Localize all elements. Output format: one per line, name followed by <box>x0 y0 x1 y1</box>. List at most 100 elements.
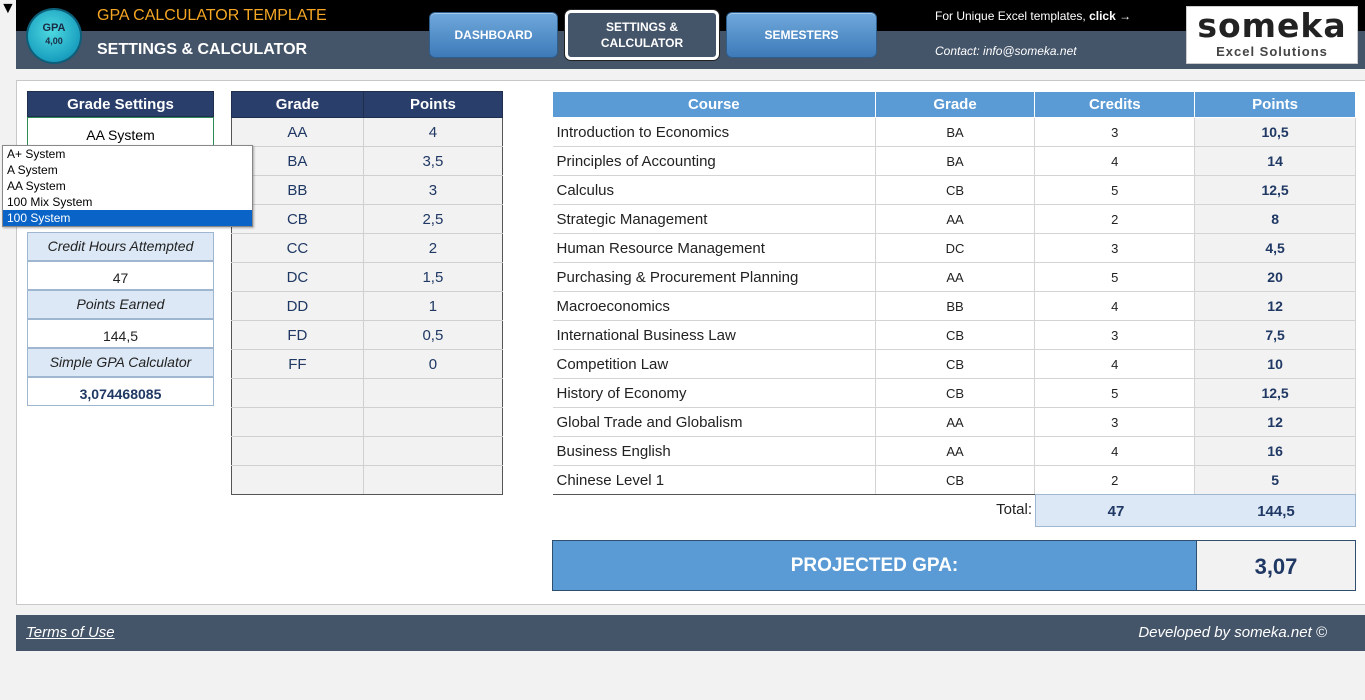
course-table: Course Grade Credits Points Introduction… <box>552 91 1356 495</box>
course-points-cell: 20 <box>1194 262 1356 292</box>
points-cell[interactable]: 0 <box>362 349 504 379</box>
course-grade-cell[interactable]: AA <box>875 436 1036 466</box>
points-cell[interactable]: 2,5 <box>362 204 504 234</box>
course-points-cell: 14 <box>1194 146 1356 176</box>
grade-cell[interactable] <box>231 378 364 408</box>
settings-label-line2: CALCULATOR <box>600 36 684 50</box>
footer-bar: Terms of Use Developed by someka.net © <box>16 615 1365 651</box>
course-grade-cell[interactable]: BA <box>875 146 1036 176</box>
points-cell[interactable]: 0,5 <box>362 320 504 350</box>
semesters-button-label: SEMESTERS <box>764 28 839 42</box>
dropdown-arrow-icon[interactable]: ▼ <box>0 0 16 17</box>
points-cell[interactable]: 3,5 <box>362 146 504 176</box>
dropdown-option[interactable]: AA System <box>7 179 66 193</box>
course-name-cell[interactable]: Purchasing & Procurement Planning <box>552 262 876 292</box>
course-credits-cell[interactable]: 4 <box>1034 146 1196 176</box>
course-credits-cell[interactable]: 4 <box>1034 436 1196 466</box>
course-name-cell[interactable]: Principles of Accounting <box>552 146 876 176</box>
course-credits-cell[interactable]: 2 <box>1034 465 1196 495</box>
course-grade-cell[interactable]: AA <box>875 407 1036 437</box>
course-name-cell[interactable]: Calculus <box>552 175 876 205</box>
course-grade-cell[interactable]: DC <box>875 233 1036 263</box>
credit-hours-label: Credit Hours Attempted <box>27 232 214 261</box>
grade-row: BA 3,5 <box>231 146 504 176</box>
course-credits-cell[interactable]: 2 <box>1034 204 1196 234</box>
points-cell[interactable]: 1 <box>362 291 504 321</box>
course-credits-cell[interactable]: 4 <box>1034 349 1196 379</box>
semesters-button[interactable]: SEMESTERS <box>726 12 877 58</box>
grade-cell[interactable]: FD <box>231 320 364 350</box>
course-credits-cell[interactable]: 3 <box>1034 320 1196 350</box>
dropdown-option[interactable]: A+ System <box>7 147 66 161</box>
course-credits-cell[interactable]: 3 <box>1034 407 1196 437</box>
course-name-cell[interactable]: International Business Law <box>552 320 876 350</box>
course-name-cell[interactable]: Chinese Level 1 <box>552 465 876 495</box>
points-cell[interactable] <box>362 436 504 466</box>
course-credits-cell[interactable]: 3 <box>1034 233 1196 263</box>
course-points-cell: 12,5 <box>1194 378 1356 408</box>
grade-cell[interactable]: DC <box>231 262 364 292</box>
course-grade-cell[interactable]: CB <box>875 175 1036 205</box>
course-name-cell[interactable]: Strategic Management <box>552 204 876 234</box>
grade-system-select[interactable]: AA System <box>27 117 214 146</box>
points-cell[interactable]: 3 <box>362 175 504 205</box>
course-name-cell[interactable]: Human Resource Management <box>552 233 876 263</box>
course-name-cell[interactable]: Macroeconomics <box>552 291 876 321</box>
grade-cell[interactable]: FF <box>231 349 364 379</box>
grade-cell[interactable] <box>231 407 364 437</box>
grade-cell[interactable] <box>231 436 364 466</box>
grade-row: CC 2 <box>231 233 504 263</box>
grade-cell[interactable]: DD <box>231 291 364 321</box>
grade-cell[interactable]: CC <box>231 233 364 263</box>
course-grade-cell[interactable]: CB <box>875 320 1036 350</box>
logo-word: someka <box>1197 6 1347 45</box>
course-credits-cell[interactable]: 5 <box>1034 378 1196 408</box>
course-credits-cell[interactable]: 4 <box>1034 291 1196 321</box>
course-row: International Business Law CB 3 7,5 <box>552 320 1356 350</box>
course-grade-cell[interactable]: CB <box>875 349 1036 379</box>
dropdown-option[interactable]: A System <box>7 163 58 177</box>
points-cell[interactable]: 2 <box>362 233 504 263</box>
course-grade-cell[interactable]: BA <box>875 117 1036 147</box>
dashboard-button[interactable]: DASHBOARD <box>429 12 558 58</box>
course-name-cell[interactable]: Business English <box>552 436 876 466</box>
course-grade-cell[interactable]: CB <box>875 465 1036 495</box>
dropdown-option[interactable]: 100 Mix System <box>7 195 93 209</box>
grade-cell[interactable] <box>231 465 364 495</box>
promo-click[interactable]: click <box>1089 9 1116 23</box>
gpa-badge-icon: GPA 4,00 <box>28 10 80 62</box>
terms-of-use-link[interactable]: Terms of Use <box>26 624 115 641</box>
course-row: Competition Law CB 4 10 <box>552 349 1356 379</box>
settings-calculator-button[interactable]: SETTINGS & CALCULATOR <box>565 10 719 60</box>
grade-cell[interactable]: AA <box>231 117 364 147</box>
points-cell[interactable]: 4 <box>362 117 504 147</box>
course-name-cell[interactable]: History of Economy <box>552 378 876 408</box>
course-name-cell[interactable]: Competition Law <box>552 349 876 379</box>
course-grade-cell[interactable]: BB <box>875 291 1036 321</box>
course-row: Introduction to Economics BA 3 10,5 <box>552 117 1356 147</box>
course-name-cell[interactable]: Introduction to Economics <box>552 117 876 147</box>
course-grade-cell[interactable]: AA <box>875 262 1036 292</box>
points-cell[interactable]: 1,5 <box>362 262 504 292</box>
course-grade-cell[interactable]: CB <box>875 378 1036 408</box>
points-earned-value: 144,5 <box>27 319 214 348</box>
page-title: SETTINGS & CALCULATOR <box>97 41 308 58</box>
course-grade-cell[interactable]: AA <box>875 204 1036 234</box>
course-points-cell: 12,5 <box>1194 175 1356 205</box>
points-cell[interactable] <box>362 465 504 495</box>
course-row: Calculus CB 5 12,5 <box>552 175 1356 205</box>
contact-email: Contact: info@someka.net <box>935 44 1077 58</box>
course-credits-cell[interactable]: 5 <box>1034 262 1196 292</box>
course-points-cell: 5 <box>1194 465 1356 495</box>
points-cell[interactable] <box>362 407 504 437</box>
someka-logo[interactable]: someka Excel Solutions <box>1186 6 1358 64</box>
course-row: Human Resource Management DC 3 4,5 <box>552 233 1356 263</box>
points-column-header: Points <box>1194 91 1356 118</box>
points-cell[interactable] <box>362 378 504 408</box>
course-credits-cell[interactable]: 5 <box>1034 175 1196 205</box>
course-name-cell[interactable]: Global Trade and Globalism <box>552 407 876 437</box>
promo-link[interactable]: For Unique Excel templates, click → <box>935 9 1131 23</box>
course-credits-cell[interactable]: 3 <box>1034 117 1196 147</box>
dropdown-option[interactable]: 100 System <box>3 210 252 226</box>
settings-calculator-button-label: SETTINGS & CALCULATOR <box>601 19 683 51</box>
